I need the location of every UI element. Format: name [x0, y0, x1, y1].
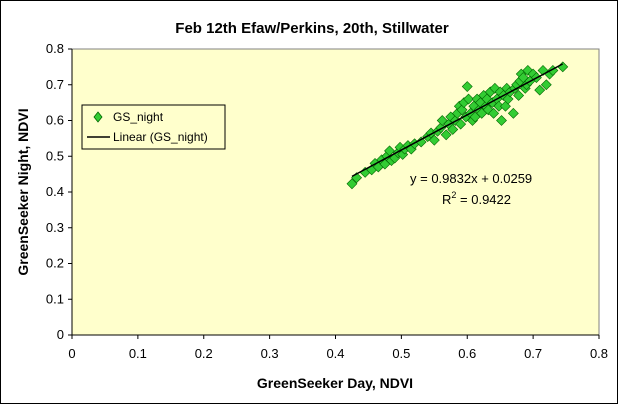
- x-tick-label: 0.2: [195, 346, 213, 361]
- legend-label-linear: Linear (GS_night): [113, 130, 208, 144]
- y-tick-label: 0.3: [46, 220, 64, 235]
- y-tick-label: 0: [57, 327, 64, 342]
- y-tick-label: 0.8: [46, 41, 64, 56]
- x-axis-ticks: 0 0.1 0.2 0.3 0.4 0.5 0.6 0.7 0.8: [68, 335, 608, 361]
- regression-equation: y = 0.9832x + 0.0259: [410, 171, 532, 186]
- legend-marker-diamond-icon: [93, 111, 103, 123]
- y-tick-label: 0.4: [46, 184, 64, 199]
- data-point: [440, 129, 452, 141]
- data-point: [534, 84, 546, 96]
- legend: GS_night Linear (GS_night): [81, 104, 226, 150]
- data-points: [346, 61, 569, 190]
- y-tick-label: 0.2: [46, 256, 64, 271]
- legend-label-gs-night: GS_night: [113, 110, 164, 124]
- x-tick-label: 0.3: [261, 346, 279, 361]
- x-tick-label: 0.4: [326, 346, 344, 361]
- x-tick-label: 0.1: [129, 346, 147, 361]
- x-tick-label: 0.5: [392, 346, 410, 361]
- data-point: [346, 178, 358, 190]
- plot-area: [71, 48, 600, 336]
- legend-box: [81, 104, 226, 150]
- x-tick-label: 0.8: [590, 346, 608, 361]
- data-point: [455, 118, 467, 130]
- data-point: [428, 134, 440, 146]
- data-point: [517, 72, 529, 84]
- y-tick-label: 0.6: [46, 113, 64, 128]
- data-point: [513, 90, 525, 101]
- y-axis-ticks: 0 0.1 0.2 0.3 0.4 0.5 0.6 0.7 0.8: [46, 41, 72, 342]
- r-squared-value: = 0.9422: [456, 192, 511, 207]
- data-point: [540, 79, 552, 91]
- data-point: [507, 107, 519, 119]
- x-tick-label: 0.6: [458, 346, 476, 361]
- x-axis-label: GreenSeeker Day, NDVI: [257, 375, 413, 391]
- r-squared: R2 = 0.9422: [442, 190, 511, 207]
- chart-title: Feb 12th Efaw/Perkins, 20th, Stillwater: [175, 20, 449, 37]
- x-tick-label: 0.7: [524, 346, 542, 361]
- data-point: [496, 115, 507, 126]
- trendline: [351, 63, 564, 178]
- r-squared-superscript: 2: [451, 190, 456, 200]
- data-point: [447, 124, 459, 135]
- data-point: [489, 82, 501, 94]
- data-point: [461, 81, 473, 92]
- y-axis-label: GreenSeeker Night, NDVI: [15, 108, 31, 275]
- data-point: [415, 136, 427, 148]
- data-point: [547, 65, 559, 76]
- y-tick-label: 0.1: [46, 291, 64, 306]
- x-tick-label: 0: [68, 346, 75, 361]
- y-tick-label: 0.7: [46, 77, 64, 92]
- data-point: [502, 93, 514, 105]
- r-squared-prefix: R: [442, 192, 451, 207]
- data-point: [463, 93, 474, 105]
- data-point: [488, 107, 500, 119]
- y-tick-label: 0.5: [46, 148, 64, 163]
